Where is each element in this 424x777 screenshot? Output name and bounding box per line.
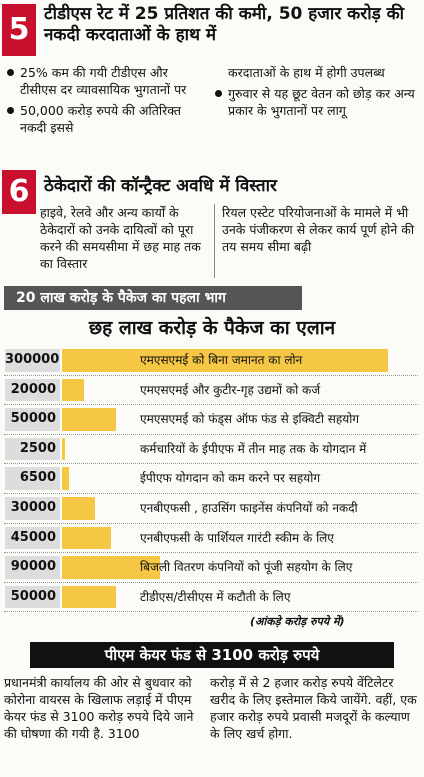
row-label: एमएसएमई और कुटीर-गृह उद्यमों को कर्ज [140,382,321,397]
section-number: 6 [2,170,36,214]
bar-list: 300000 एमएसएमई को बिना जमानत का लोन 20000 ए… [0,346,424,614]
bar [62,556,160,579]
banner: पीएम केयर फंड से 3100 करोड़ रुपये [30,642,394,668]
banner: 20 लाख करोड़ के पैकेज का पहला भाग [4,286,302,310]
row-label: टीडीएस/टीसीएस में कटौती के लिए [140,589,291,604]
row-separator [4,522,418,524]
bar [62,408,117,431]
row-separator [4,611,418,613]
row-label: कर्मचारियों के ईपीएफ में तीन माह तक के य… [140,441,367,456]
section-title: ठेकेदारों की कॉन्ट्रैक्ट अवधि में विस्ता… [44,176,277,196]
divider [214,204,215,278]
chart-title: छह लाख करोड़ के पैकेज का एलान [88,317,336,339]
row-separator [4,463,418,465]
row-separator [4,433,418,435]
paragraph: हाइवे, रेलवे और अन्य कार्यों के ठेकेदारो… [40,205,201,271]
section-number: 5 [2,4,36,56]
bullet-text: 25% कम की गयी टीडीएस और टीसीएस दर व्यावस… [6,64,206,98]
bullet-text: गुरुवार से यह छूट वेतन को छोड़ कर अन्य प… [214,85,418,119]
row-label: एनबीएफसी के पार्शियल गारंटी स्कीम के लिए [140,530,334,545]
row-label: एमएसएमई को बिना जमानत का लोन [140,353,303,367]
bar [62,497,95,520]
bar [62,437,65,461]
row-label: ईपीएफ योगदान को कम करने पर सहयोग [140,471,321,486]
row-separator [4,404,418,406]
value-label: 30000 [5,497,60,520]
note: (आंकड़े करोड़ रुपये में) [250,615,345,628]
value-label: 50000 [5,585,60,609]
row-separator [4,493,418,494]
value-label: 300000 [5,349,60,372]
value-label: 6500 [5,467,60,490]
bar [62,378,84,402]
value-label: 2500 [5,437,60,461]
value-label: 90000 [5,556,60,579]
column: करदाताओं के हाथ में होगी उपलब्ध गुरुवार … [214,64,418,123]
bar [62,526,111,550]
row-separator [4,374,418,376]
paragraph: प्रधानमंत्री कार्यालय की ओर से बुधवार को… [4,675,194,741]
paragraph: रियल एस्टेट परियोजनाओं के मामले में भी उ… [222,205,415,254]
paragraph: करदाताओं के हाथ में होगी उपलब्ध [228,65,385,80]
row-label: बिजली वितरण कंपनियों को पूंजी सहयोग के ल… [140,560,353,575]
bar [62,585,117,609]
row-separator [4,581,418,583]
bullet-text: 50,000 करोड़ रुपये की अतिरिक्त नकदी इससे [6,102,206,136]
value-label: 50000 [5,408,60,431]
column: 25% कम की गयी टीडीएस और टीसीएस दर व्यावस… [6,64,206,140]
row-label: एमएसएमई को फंड्स ऑफ फंड से इक्विटी सहयोग [140,412,360,427]
section-title: टीडीएस रेट में 25 प्रतिशत की कमी, 50 हजा… [44,4,405,45]
value-label: 45000 [5,526,60,550]
value-label: 20000 [5,378,60,402]
paragraph: करोड़ में से 2 हजार करोड़ रुपये वेंटिलेट… [210,675,417,741]
row-label: एनबीएफसी , हाउसिंग फाइनेंस कंपनियों को न… [140,501,358,515]
bar [62,349,388,372]
row-separator [4,552,418,554]
bar [62,467,70,490]
